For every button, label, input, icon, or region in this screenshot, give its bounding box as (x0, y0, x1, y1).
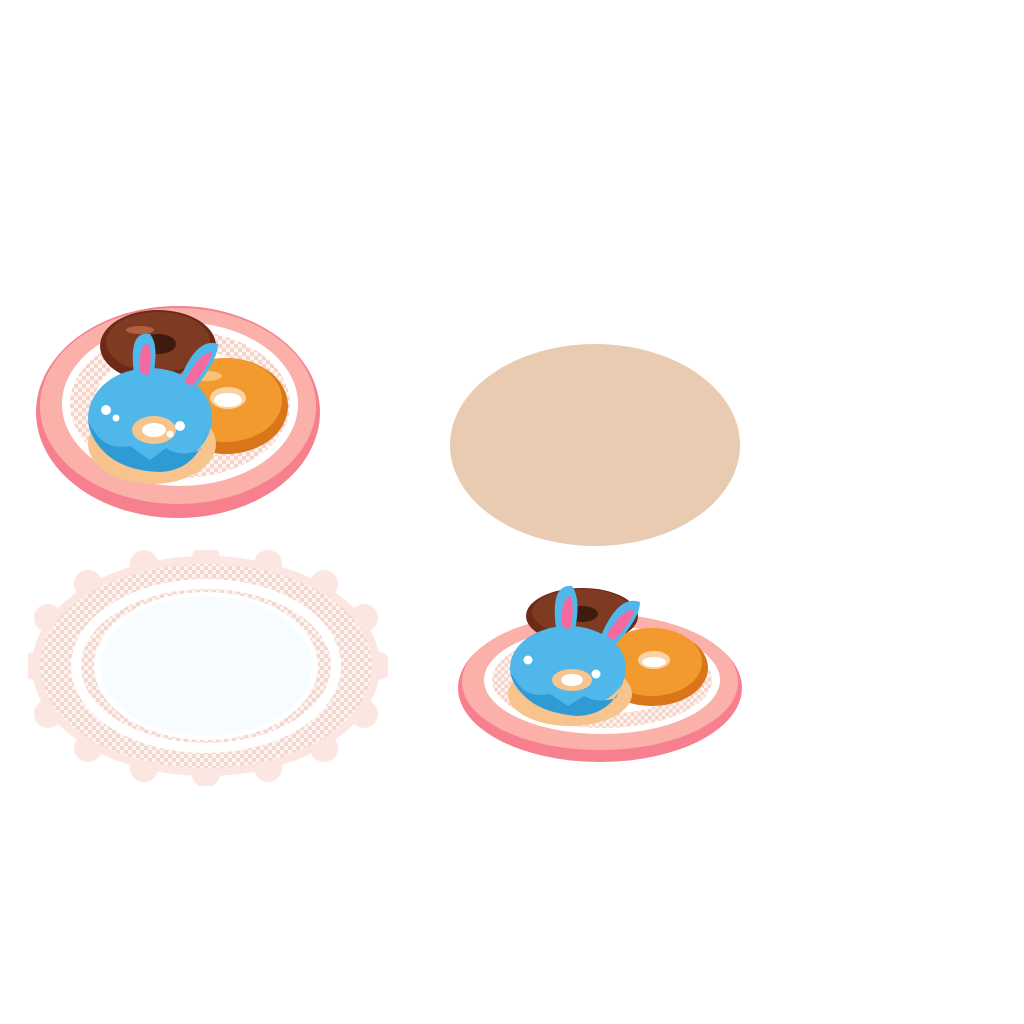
plate-shadow (448, 342, 742, 548)
shadow-ellipse (450, 344, 740, 546)
doily-center (100, 596, 312, 736)
plate-with-donuts-illustration (36, 306, 320, 518)
doily-illustration (28, 550, 388, 786)
plate-with-donuts-small-illustration (458, 585, 742, 762)
plate-with-donuts-large (30, 300, 330, 530)
blue-bunny-donut (88, 333, 218, 484)
lace-doily (28, 550, 388, 786)
blue-bunny-donut (508, 585, 640, 726)
plate-with-donuts-small (452, 576, 748, 768)
